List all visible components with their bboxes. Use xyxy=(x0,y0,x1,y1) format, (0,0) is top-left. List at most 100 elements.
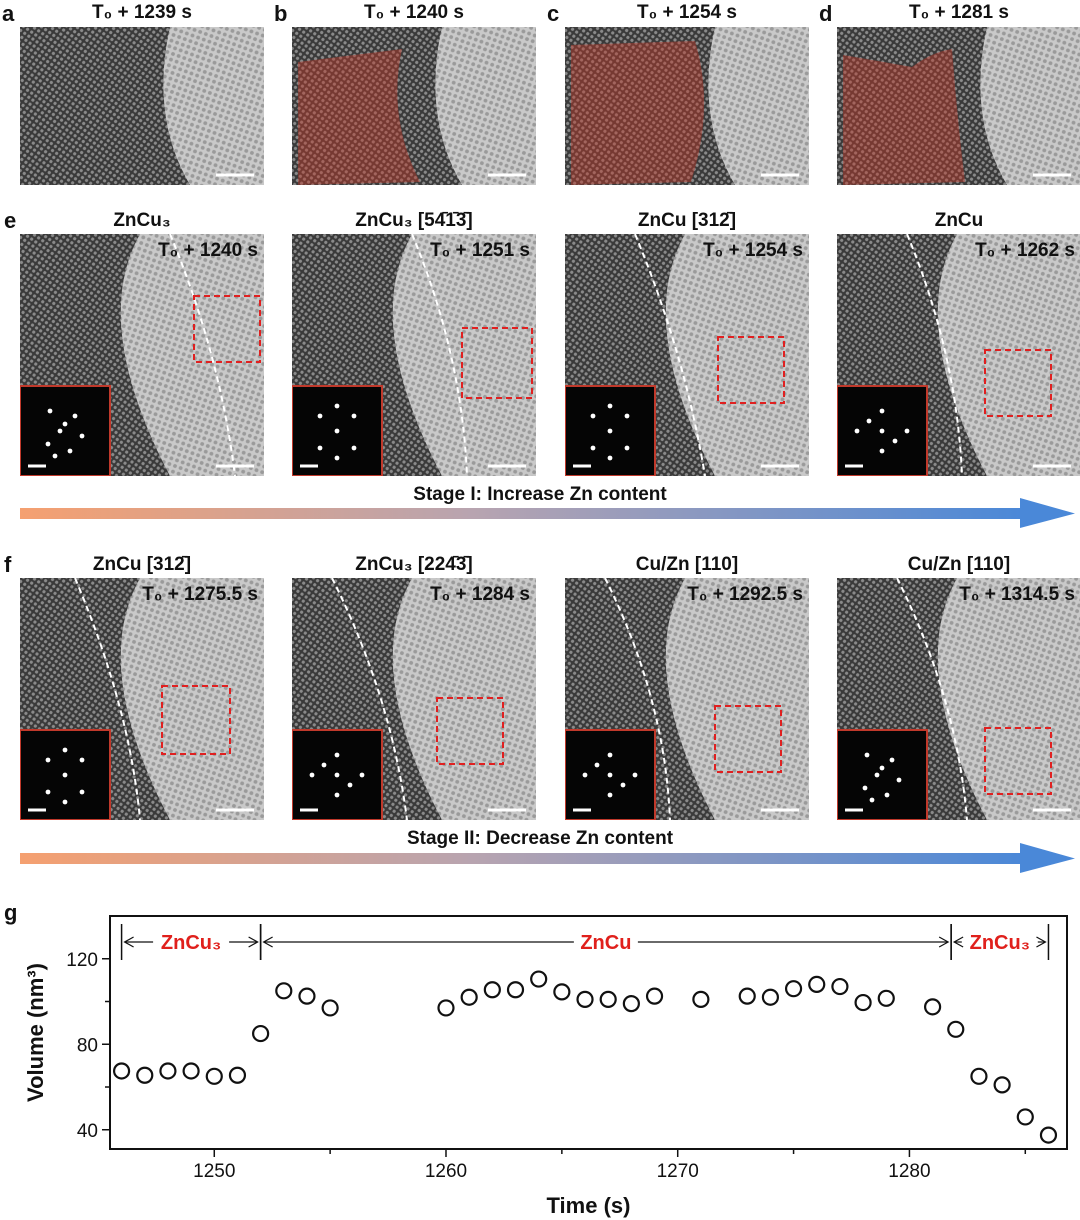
tem-image: T₀ + 1292.5 s xyxy=(565,578,809,820)
plot-frame xyxy=(109,915,1068,1150)
particle-region xyxy=(837,27,1007,185)
phase-title: ZnCu₃ xyxy=(113,210,171,231)
data-point xyxy=(877,989,895,1007)
fft-inset xyxy=(20,729,111,820)
data-point xyxy=(460,988,478,1006)
panel-time: T₀ + 1239 s xyxy=(92,2,192,23)
time-label: T₀ + 1251 s xyxy=(430,240,530,261)
panel-label-g: g xyxy=(4,900,18,925)
x-axis-label: Time (s) xyxy=(547,1193,631,1218)
time-label: T₀ + 1254 s xyxy=(703,240,803,261)
time-label: T₀ + 1240 s xyxy=(158,240,258,261)
stage-1-arrow xyxy=(20,498,1075,528)
fft-inset xyxy=(292,385,383,476)
fft-inset xyxy=(565,729,656,820)
data-point xyxy=(692,990,710,1008)
data-point xyxy=(136,1066,154,1084)
data-point xyxy=(483,981,501,999)
data-point xyxy=(761,988,779,1006)
data-point xyxy=(738,987,756,1005)
data-point xyxy=(437,999,455,1017)
selection-box xyxy=(461,327,533,399)
selection-box xyxy=(717,336,785,404)
arrowhead xyxy=(262,936,273,948)
data-point xyxy=(808,975,826,994)
data-point xyxy=(553,983,571,1001)
arrowhead xyxy=(1036,936,1047,948)
panel-label-b: b xyxy=(274,1,288,26)
phase-region-label: ZnCu₃ xyxy=(970,932,1030,954)
tem-image: T₀ + 1262 s xyxy=(837,234,1080,476)
selection-box xyxy=(714,705,782,773)
fft-inset xyxy=(837,729,928,820)
fft-inset xyxy=(292,729,383,820)
tem-image: T₀ + 1284 s xyxy=(292,578,536,820)
interface-curve xyxy=(331,578,408,820)
y-tick-label: 40 xyxy=(77,1121,98,1142)
panel-label-c: c xyxy=(547,1,560,26)
volume-chart: 1250 1260 1270 1280 40 80 120 Time (s) Volume (n… xyxy=(23,915,1068,1218)
data-point xyxy=(252,1024,270,1043)
y-tick-label: 80 xyxy=(77,1035,98,1056)
particle-region xyxy=(565,27,735,185)
red-overlay xyxy=(843,49,965,185)
data-point xyxy=(298,987,316,1005)
time-label: T₀ + 1292.5 s xyxy=(687,584,803,605)
phase-title: Cu/Zn [110] xyxy=(907,554,1011,575)
stage-2-arrow xyxy=(20,843,1075,873)
data-point xyxy=(205,1067,223,1085)
phase-title: ZnCu [312̄] xyxy=(637,210,737,231)
data-point xyxy=(530,970,548,988)
interface-curve xyxy=(906,234,963,476)
x-tick-label: 1250 xyxy=(193,1161,235,1182)
x-tick-label: 1260 xyxy=(425,1161,467,1182)
data-point xyxy=(182,1062,200,1080)
selection-box xyxy=(984,727,1052,795)
phase-title: ZnCu [312̄] xyxy=(92,554,192,575)
arrowhead xyxy=(952,936,964,948)
fft-inset xyxy=(20,385,111,476)
selection-box xyxy=(984,349,1052,417)
x-tick-label: 1270 xyxy=(657,1161,699,1182)
fft-inset xyxy=(837,385,928,476)
data-point xyxy=(645,987,664,1005)
particle-region xyxy=(20,27,190,185)
panel-time: T₀ + 1281 s xyxy=(909,2,1009,23)
data-point xyxy=(159,1062,177,1080)
particle-region xyxy=(292,27,462,185)
data-point xyxy=(993,1076,1011,1094)
phase-title: ZnCu₃ [54̄1̄3̄] xyxy=(355,210,473,231)
selection-box xyxy=(193,295,261,363)
data-point xyxy=(321,999,339,1017)
phase-title: Cu/Zn [110] xyxy=(635,554,739,575)
data-point xyxy=(576,990,594,1008)
red-overlay xyxy=(298,49,420,185)
red-overlay xyxy=(571,41,705,185)
tem-image: T₀ + 1275.5 s xyxy=(20,578,264,820)
phase-region-label: ZnCu₃ xyxy=(161,932,221,954)
arrowhead xyxy=(938,936,950,948)
data-point xyxy=(599,990,617,1008)
tem-image xyxy=(20,27,264,185)
tem-image xyxy=(292,27,536,185)
arrowhead xyxy=(248,936,259,948)
y-tick-label: 120 xyxy=(66,950,98,971)
interface-curve xyxy=(411,234,468,476)
arrowhead xyxy=(123,936,134,948)
selection-box xyxy=(161,685,231,755)
selection-box xyxy=(436,697,504,765)
time-label: T₀ + 1275.5 s xyxy=(142,584,258,605)
tem-image: T₀ + 1251 s xyxy=(292,234,536,476)
data-point xyxy=(854,993,872,1012)
panel-time: T₀ + 1240 s xyxy=(364,2,464,23)
panel-label-e: e xyxy=(4,208,17,233)
data-point xyxy=(1016,1108,1034,1126)
data-point xyxy=(831,977,849,996)
data-point xyxy=(506,981,525,999)
stage-2-label: Stage II: Decrease Zn content xyxy=(406,828,674,849)
data-point xyxy=(112,1062,131,1080)
time-label: T₀ + 1314.5 s xyxy=(959,584,1075,605)
interface-curve xyxy=(604,578,671,820)
panel-label-d: d xyxy=(819,1,833,26)
data-point xyxy=(970,1067,988,1085)
